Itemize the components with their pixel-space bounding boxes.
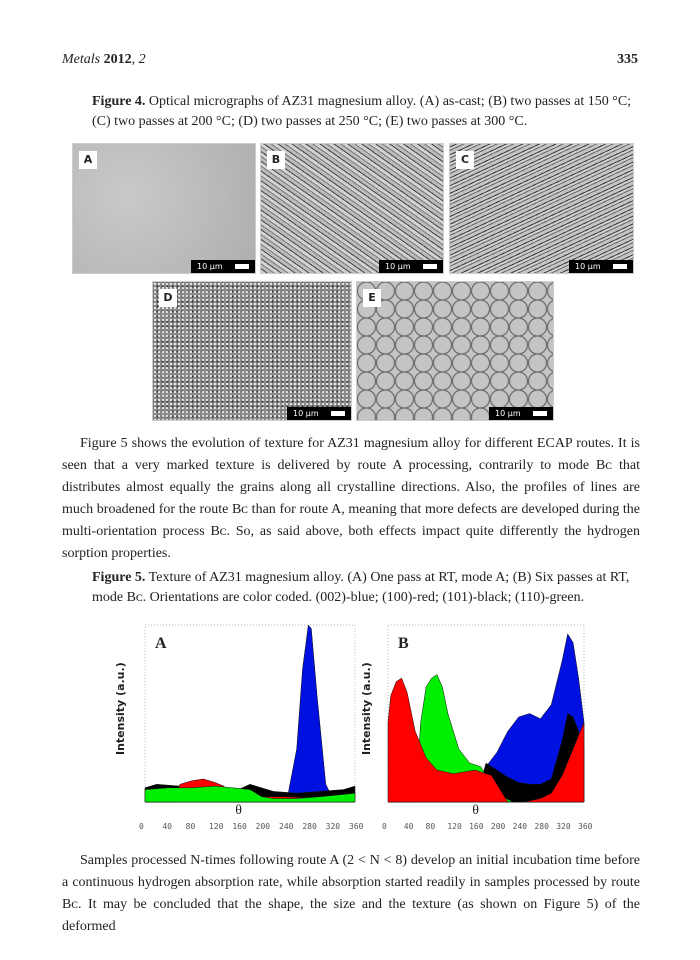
body-paragraph-2: Samples processed N-times following rout… — [62, 850, 640, 938]
x-tick-label: 280 — [302, 822, 317, 831]
figure5-caption: Figure 5. Texture of AZ31 magnesium allo… — [92, 568, 632, 608]
chart-plot — [387, 624, 585, 803]
scale-text: 10 µm — [293, 409, 319, 418]
y-axis-label: Intensity (a.u.) — [114, 662, 127, 755]
x-tick-label: 200 — [490, 822, 506, 831]
running-header: Metals 2012, 2 — [62, 52, 146, 67]
y-axis-label: Intensity (a.u.) — [360, 662, 373, 755]
body-paragraph-1: Figure 5 shows the evolution of texture … — [62, 433, 640, 565]
x-tick-label: 160 — [469, 822, 484, 831]
x-tick-label: 160 — [232, 822, 247, 831]
micrograph-c: C 10 µm — [449, 143, 634, 274]
chart-panel-label: B — [398, 635, 409, 652]
paragraph-text: Figure 5 shows the evolution of texture … — [62, 436, 640, 561]
texture-chart-b: B Intensity (a.u.) θ 0 40 80 120 160 200 240 280 32… — [360, 615, 593, 840]
scale-text: 10 µm — [385, 262, 411, 271]
panel-label: D — [159, 289, 177, 307]
page-number: 335 — [617, 52, 638, 67]
series-area-3 — [144, 785, 356, 803]
x-tick-label: 0 — [382, 822, 387, 831]
figure4-caption-text: Optical micrographs of AZ31 magnesium al… — [92, 94, 632, 129]
scale-text: 10 µm — [197, 262, 223, 271]
micrograph-e: E 10 µm — [356, 281, 554, 421]
journal-volume: 2 — [138, 52, 146, 67]
x-axis-label: θ — [235, 803, 243, 818]
x-tick-label: 240 — [279, 822, 294, 831]
scale-bar: 10 µm — [569, 260, 633, 273]
chart-panel-label: A — [155, 635, 167, 652]
x-tick-label: 40 — [403, 822, 414, 831]
x-tick-label: 360 — [349, 822, 364, 831]
x-tick-label: 120 — [209, 822, 224, 831]
scale-bar: 10 µm — [379, 260, 443, 273]
figure4-caption: Figure 4. Optical micrographs of AZ31 ma… — [92, 92, 632, 132]
panel-label: B — [267, 151, 285, 169]
scale-bar: 10 µm — [489, 407, 553, 420]
x-tick-label: 360 — [578, 822, 593, 831]
journal-year: 2012 — [103, 52, 132, 67]
scale-text: 10 µm — [575, 262, 601, 271]
series-area-0 — [388, 633, 585, 803]
x-tick-label: 80 — [425, 822, 436, 831]
panel-label: E — [363, 289, 381, 307]
panel-label: A — [79, 151, 97, 169]
x-tick-label: 40 — [162, 822, 172, 831]
paragraph-text: Samples processed N-times following rout… — [62, 853, 640, 934]
micrograph-a: A 10 µm — [72, 143, 256, 274]
scale-bar: 10 µm — [191, 260, 255, 273]
chart-plot — [144, 624, 356, 803]
texture-chart-a: A Intensity (a.u.) θ 0 40 80 120 160 200 240 280 32… — [110, 615, 364, 840]
x-tick-label: 320 — [556, 822, 571, 831]
x-tick-label: 280 — [534, 822, 549, 831]
x-axis-label: θ — [472, 803, 479, 818]
x-tick-label: 200 — [255, 822, 271, 831]
micrograph-b: B 10 µm — [260, 143, 444, 274]
x-tick-label: 240 — [512, 822, 528, 831]
x-tick-label: 80 — [185, 822, 196, 831]
figure4-caption-label: Figure 4. — [92, 94, 146, 109]
x-tick-label: 120 — [447, 822, 462, 831]
x-tick-label: 0 — [139, 822, 144, 831]
figure5-caption-label: Figure 5. — [92, 570, 146, 585]
series-area-3 — [387, 677, 585, 803]
micrograph-d: D 10 µm — [152, 281, 352, 421]
figure5-caption-text: Texture of AZ31 magnesium alloy. (A) One… — [92, 570, 630, 605]
x-tick-label: 320 — [325, 822, 341, 831]
scale-bar: 10 µm — [287, 407, 351, 420]
journal-name: Metals — [62, 52, 101, 67]
panel-label: C — [456, 151, 474, 169]
scale-text: 10 µm — [495, 409, 521, 418]
